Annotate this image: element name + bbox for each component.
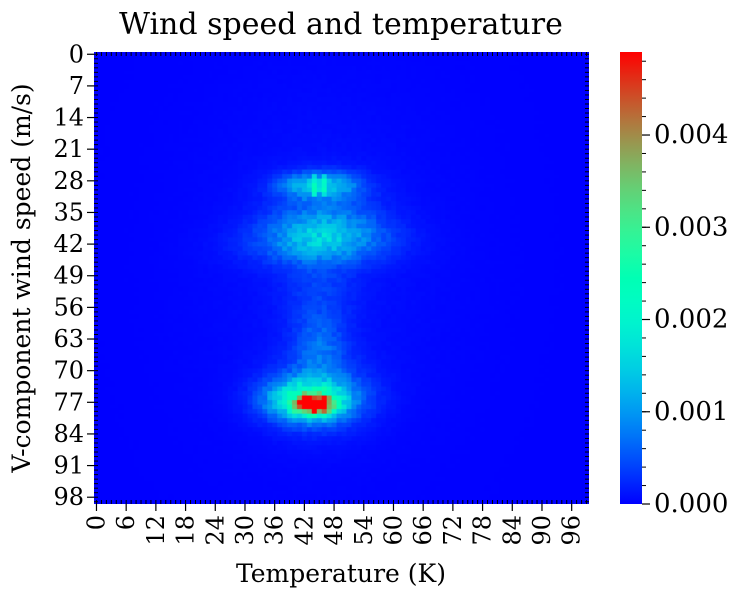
chart-title: Wind speed and temperature [119,7,563,42]
y-tick-label: 77 [53,388,84,416]
x-tick-label: 60 [379,515,407,546]
y-tick-label: 7 [69,72,84,100]
x-axis-label: Temperature (K) [236,559,446,588]
y-tick-label: 56 [53,293,84,321]
x-tick-label: 30 [231,515,259,546]
colorbar-tick-label: 0.003 [654,212,728,242]
heatmap-image [94,52,589,504]
y-tick-label: 0 [69,40,84,68]
x-tick-label: 90 [528,515,556,546]
colorbar-gradient [620,52,642,504]
y-tick-label: 91 [53,452,84,480]
x-tick-label: 72 [439,515,467,546]
y-tick-label: 14 [53,104,84,132]
x-tick-label: 96 [558,515,586,546]
y-tick-label: 21 [53,135,84,163]
y-minor-ticks [94,53,589,503]
x-tick-label: 66 [409,515,437,546]
x-tick-label: 42 [290,515,318,546]
x-tick-label: 48 [320,515,348,546]
y-tick-label: 63 [53,325,84,353]
x-tick-label: 54 [350,515,378,546]
x-tick-label: 78 [469,515,497,546]
colorbar-tick-label: 0.004 [654,120,728,150]
y-tick-label: 35 [53,198,84,226]
colorbar: 0.000 0.001 0.002 0.003 0.004 [620,52,728,519]
colorbar-tick-label: 0.002 [654,305,728,335]
x-tick-label: 18 [172,515,200,546]
y-tick-label: 42 [53,230,84,258]
y-axis-ticks: 0 7 14 21 28 35 42 49 56 63 70 77 84 91 98 [53,40,94,511]
y-tick-label: 28 [53,167,84,195]
y-tick-label: 49 [53,262,84,290]
y-tick-label: 70 [53,357,84,385]
x-tick-label: 12 [142,515,170,546]
x-tick-label: 36 [261,515,289,546]
y-tick-label: 98 [53,483,84,511]
x-tick-label: 24 [201,515,229,546]
colorbar-ticks: 0.000 0.001 0.002 0.003 0.004 [642,60,728,519]
x-tick-label: 0 [82,515,110,530]
colorbar-tick-label: 0.000 [654,489,728,519]
y-tick-label: 84 [53,420,84,448]
colorbar-tick-label: 0.001 [654,397,728,427]
x-minor-ticks [95,52,588,504]
x-tick-label: 6 [112,515,140,530]
x-axis-ticks: 0 6 12 18 24 30 36 42 48 54 60 66 72 78 84 90 96 [82,504,586,546]
x-tick-label: 84 [498,515,526,546]
heatmap-plot-area: 0 6 12 18 24 30 36 42 48 54 60 66 72 78 84 90 96 0714212… [53,40,589,546]
y-axis-label: V-component wind speed (m/s) [7,83,36,473]
